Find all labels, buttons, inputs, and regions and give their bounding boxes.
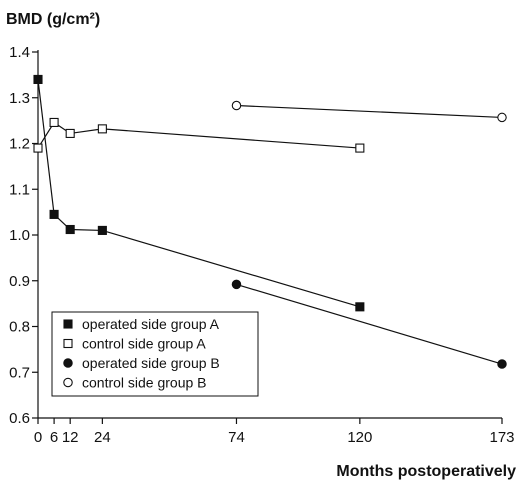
legend-label: control side group A xyxy=(82,336,206,352)
series-line xyxy=(236,283,503,365)
data-point xyxy=(497,112,507,123)
axes: 0.6 0.7 0.8 0.9 1.0 1.1 1.2 1.3 1.4 0 6 12 24 74 120 17… xyxy=(9,44,514,446)
data-point xyxy=(231,279,242,290)
legend-marker xyxy=(63,377,73,388)
series-2 xyxy=(231,279,507,369)
series-line xyxy=(236,104,503,119)
legend-marker xyxy=(63,319,73,329)
x-tick-label: 173 xyxy=(489,429,514,446)
y-axis-title: BMD (g/cm²) xyxy=(6,11,100,28)
y-tick-label: 1.2 xyxy=(9,136,30,153)
data-point xyxy=(33,143,43,153)
legend-marker xyxy=(63,338,73,349)
legend-box xyxy=(51,311,259,397)
data-point xyxy=(97,124,107,134)
series-3 xyxy=(231,100,507,123)
series-line xyxy=(37,121,360,149)
x-tick-label: 6 xyxy=(50,429,58,446)
data-point xyxy=(355,143,365,153)
x-tick-label: 24 xyxy=(94,429,111,446)
x-axis-title: Months postoperatively xyxy=(336,463,516,480)
x-tick-label: 74 xyxy=(228,429,245,446)
legend-label: operated side group B xyxy=(82,355,220,371)
data-point xyxy=(97,225,107,235)
legend-marker xyxy=(63,358,73,368)
legend: operated side group A control side group … xyxy=(51,311,259,397)
y-tick-label: 0.6 xyxy=(9,410,30,427)
data-point xyxy=(49,209,59,219)
data-point xyxy=(33,74,43,84)
data-point xyxy=(355,302,365,312)
y-tick-label: 1.1 xyxy=(9,181,30,198)
data-point xyxy=(497,359,507,369)
y-tick-label: 0.7 xyxy=(9,364,30,381)
data-point xyxy=(49,117,59,128)
x-tick-label: 12 xyxy=(62,429,79,446)
series-layer xyxy=(33,74,507,369)
legend-label: control side group B xyxy=(82,375,207,391)
y-tick-label: 1.0 xyxy=(9,227,30,244)
series-0 xyxy=(33,74,365,312)
y-tick-label: 0.9 xyxy=(9,273,30,290)
series-1 xyxy=(33,117,365,153)
data-point xyxy=(65,224,75,235)
legend-label: operated side group A xyxy=(82,316,220,332)
y-tick-label: 1.3 xyxy=(9,90,30,107)
y-tick-label: 1.4 xyxy=(9,44,30,61)
x-tick-label: 120 xyxy=(347,429,372,446)
y-tick-label: 0.8 xyxy=(9,319,30,336)
series-line xyxy=(37,79,361,308)
data-point xyxy=(231,100,242,111)
data-point xyxy=(65,128,75,138)
x-tick-label: 0 xyxy=(34,429,42,446)
